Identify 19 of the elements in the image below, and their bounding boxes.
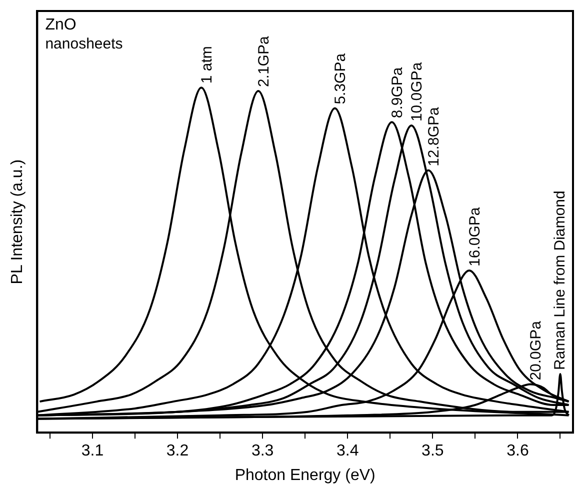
text: 1 atm [198,46,216,84]
x-axis-title: Photon Energy (eV) [234,466,376,484]
text: nanosheets [45,36,123,53]
annotation: Raman Line from Diamond [551,190,568,370]
text: 16.0GPa [466,206,484,266]
text: 8.9GPa [388,66,406,118]
y-axis-title: PL Intensity (a.u.) [9,159,26,284]
x-tick-label: 3.1 [81,442,104,460]
text: ZnO [45,16,76,34]
text: 2.1GPa [255,36,272,88]
x-tick-label: 3.4 [336,442,359,460]
x-tick-label: 3.2 [166,442,189,460]
text: 10.0GPa [408,62,426,122]
text: 12.8GPa [426,106,443,166]
text: 5.3GPa [332,52,350,104]
x-tick-label: 3.3 [251,442,274,460]
x-tick-label: 3.6 [506,442,529,460]
x-tick-label: 3.5 [422,442,444,460]
text: 20.0GPa [528,320,545,380]
